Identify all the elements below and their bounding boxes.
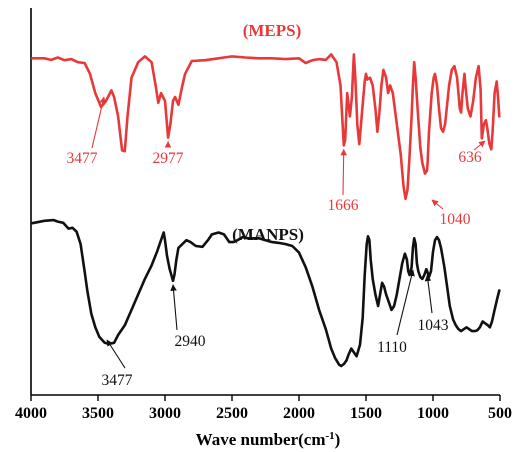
annotation-arrow (340, 148, 347, 196)
x-axis-label-main: Wave number(cm (196, 430, 326, 449)
x-tick-label: 2500 (216, 405, 248, 422)
annotation-label: 3477 (102, 372, 133, 389)
x-tick-label: 2000 (283, 405, 315, 422)
x-tick-label: 500 (488, 405, 512, 422)
annotation-arrow (106, 339, 126, 369)
annotation-arrow (170, 284, 178, 331)
annotation-arrow (91, 96, 106, 149)
plot-frame (30, 8, 500, 396)
x-tick-label: 1500 (350, 405, 382, 422)
x-tick-label: 3500 (82, 405, 114, 422)
x-tick-label: 1000 (417, 405, 449, 422)
series-line-meps (30, 53, 501, 201)
x-tick-labels: 4000 3500 3000 2500 2000 1500 1000 500 (15, 405, 512, 422)
series-label-meps: (MEPS) (243, 21, 302, 40)
x-axis-label: Wave number(cm-1) (196, 430, 341, 449)
series-label-manps: (MANPS) (232, 225, 304, 244)
series-layer (30, 53, 501, 368)
annotation-label: 636 (458, 149, 482, 166)
annotation-label: 1110 (377, 339, 407, 356)
series-line-manps (30, 218, 501, 368)
annotation-arrow (396, 269, 415, 336)
annotation-label: 3477 (67, 150, 98, 167)
annotation-arrow (424, 274, 433, 314)
annotation-label: 1043 (418, 317, 449, 334)
series-labels: (MEPS) (MANPS) (232, 21, 304, 244)
x-axis-label-close: ) (335, 430, 341, 449)
x-ticks (30, 395, 501, 401)
annotation-arrow (473, 140, 486, 151)
annotations: 3477 2977 1666 1040 636 3477 2940 1110 1043 (67, 96, 486, 389)
x-tick-label: 3000 (149, 405, 181, 422)
annotation-label: 2940 (175, 333, 206, 350)
annotation-label: 2977 (153, 150, 184, 167)
annotation-arrow (431, 199, 444, 210)
x-axis-label-superscript: -1 (326, 430, 335, 442)
annotation-label: 1040 (440, 211, 471, 228)
x-tick-label: 4000 (15, 405, 47, 422)
annotation-label: 1666 (328, 197, 359, 214)
